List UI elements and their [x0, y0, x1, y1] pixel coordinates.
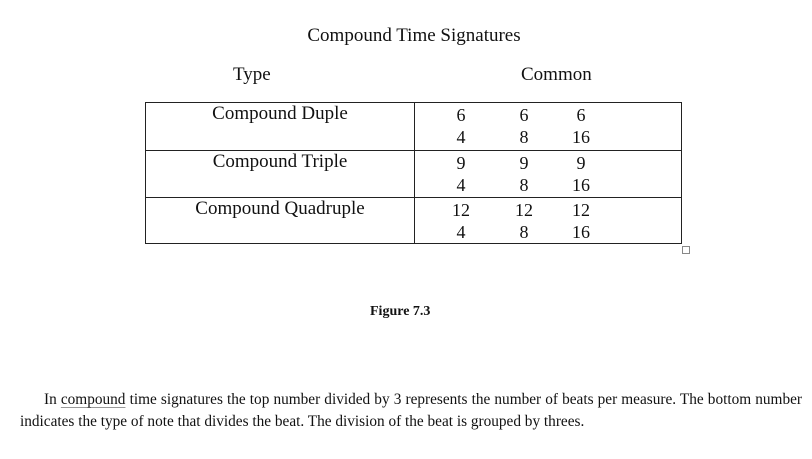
common-column-header: Common	[521, 64, 592, 85]
signature-bottom-number: 8	[519, 222, 529, 242]
signature-top-number: 12	[515, 200, 533, 220]
signature-bottom-number: 16	[572, 222, 590, 242]
signature-top-number: 12	[452, 200, 470, 220]
type-column-header: Type	[233, 64, 271, 85]
time-signature-type: Compound Duple	[212, 103, 348, 124]
signature-top-number: 6	[576, 105, 586, 125]
signature-top-number: 6	[519, 105, 529, 125]
table-row: Compound Duple 6 4 6 8 6 16	[146, 103, 681, 150]
column-divider	[414, 103, 415, 243]
signature-bottom-number: 8	[519, 127, 529, 147]
paragraph-text-start: In	[44, 391, 61, 408]
paragraph-text-rest: time signatures the top number divided b…	[20, 391, 802, 430]
body-paragraph: In compound time signatures the top numb…	[20, 389, 802, 432]
table-row: Compound Triple 9 4 9 8 9 16	[146, 150, 681, 198]
signature-bottom-number: 16	[572, 127, 590, 147]
time-signature-table: Compound Duple 6 4 6 8 6 16 Compound Triple 9 4 9 8…	[145, 102, 682, 244]
signature-bottom-number: 4	[456, 222, 466, 242]
signature-top-number: 9	[519, 153, 529, 173]
table-title: Compound Time Signatures	[307, 25, 521, 46]
table-resize-handle[interactable]	[682, 246, 690, 254]
signature-top-number: 6	[456, 105, 466, 125]
figure-caption: Figure 7.3	[370, 304, 431, 319]
signature-bottom-number: 4	[456, 175, 466, 195]
time-signature-type: Compound Quadruple	[195, 198, 365, 219]
signature-top-number: 9	[456, 153, 466, 173]
signature-top-number: 9	[576, 153, 586, 173]
signature-bottom-number: 8	[519, 175, 529, 195]
signature-top-number: 12	[572, 200, 590, 220]
signature-bottom-number: 4	[456, 127, 466, 147]
table-row: Compound Quadruple 12 4 12 8 12 16	[146, 197, 681, 245]
time-signature-type: Compound Triple	[212, 151, 348, 172]
signature-bottom-number: 16	[572, 175, 590, 195]
compound-link[interactable]: compound	[60, 391, 126, 408]
